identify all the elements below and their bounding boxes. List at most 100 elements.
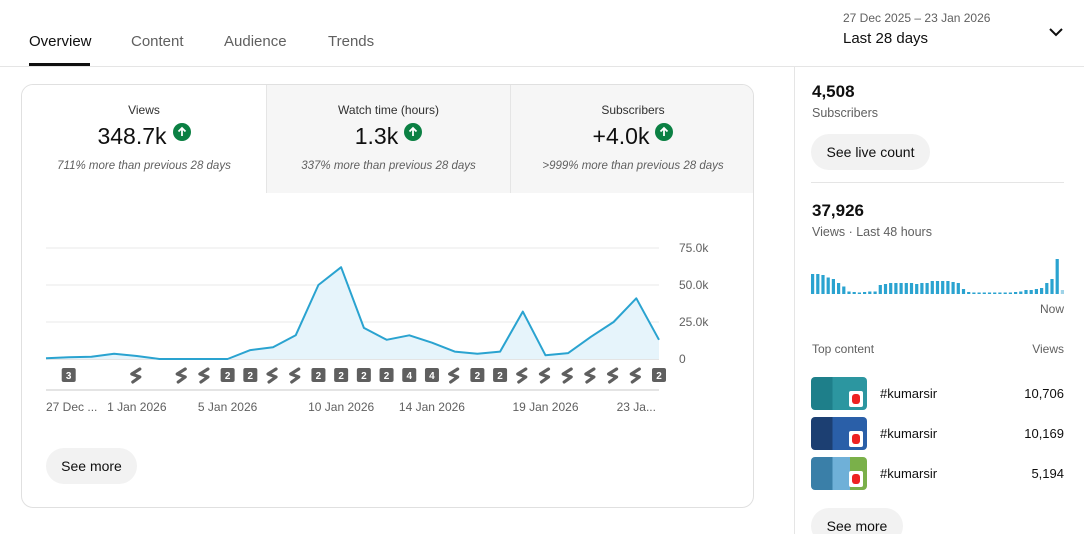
video-title[interactable]: #kumarsir bbox=[880, 466, 938, 481]
tab-trends[interactable]: Trends bbox=[328, 33, 375, 50]
y-tick-label: 50.0k bbox=[679, 278, 709, 292]
tab-content[interactable]: Content bbox=[131, 33, 184, 50]
hourly-bar bbox=[909, 283, 914, 294]
tab-overview[interactable]: Overview bbox=[29, 33, 92, 50]
hourly-bar bbox=[857, 292, 861, 294]
hourly-bar bbox=[863, 292, 867, 294]
upload-count-badge bbox=[470, 368, 485, 382]
hourly-bar bbox=[987, 292, 992, 294]
y-tick-label: 0 bbox=[679, 352, 686, 366]
upload-count-label: 2 bbox=[475, 371, 481, 382]
hourly-bar bbox=[930, 281, 934, 294]
hourly-bar bbox=[904, 283, 908, 294]
hourly-bar bbox=[811, 274, 815, 294]
upload-count-label: 2 bbox=[497, 371, 503, 382]
hourly-bar bbox=[837, 283, 841, 294]
upload-count-badge bbox=[356, 368, 371, 382]
chevron-down-icon[interactable] bbox=[1046, 22, 1066, 42]
metric-label: Watch time (hours) bbox=[338, 103, 439, 117]
top-content-heading: Top content bbox=[812, 342, 875, 356]
hourly-bar bbox=[894, 283, 898, 294]
shorts-icon bbox=[584, 367, 596, 384]
video-title[interactable]: #kumarsir bbox=[880, 426, 938, 441]
video-thumbnail[interactable] bbox=[811, 457, 867, 490]
shorts-icon bbox=[198, 367, 210, 384]
shorts-icon bbox=[448, 367, 460, 384]
metric-value: 348.7k bbox=[22, 123, 266, 150]
x-tick-label: 19 Jan 2026 bbox=[512, 400, 578, 414]
video-thumbnail[interactable] bbox=[811, 417, 867, 450]
hourly-bar bbox=[915, 284, 919, 294]
hourly-bar bbox=[878, 285, 882, 294]
x-tick-label: 23 Ja... bbox=[617, 400, 656, 414]
upload-count-label: 2 bbox=[338, 371, 344, 382]
hourly-bar bbox=[873, 291, 877, 294]
hourly-bar bbox=[883, 284, 888, 294]
metric-value-text: +4.0k bbox=[592, 123, 650, 149]
arrow-up-icon bbox=[404, 123, 423, 141]
metric-subscribers[interactable]: Subscribers +4.0k >999% more than previo… bbox=[510, 85, 753, 193]
hourly-bar bbox=[1055, 259, 1059, 294]
hourly-bar bbox=[1003, 292, 1007, 294]
arrow-up-icon bbox=[172, 123, 191, 141]
metric-label: Subscribers bbox=[601, 103, 665, 117]
series-line bbox=[45, 266, 660, 360]
top-content-item[interactable]: #kumarsir 5,194 bbox=[811, 457, 1064, 491]
metric-watch-time[interactable]: Watch time (hours) 1.3k 337% more than p… bbox=[266, 85, 510, 193]
see-more-top-content-button[interactable]: See more bbox=[811, 508, 903, 534]
hourly-bar bbox=[1008, 292, 1012, 294]
hourly-views-chart[interactable] bbox=[811, 244, 1071, 294]
shorts-icon bbox=[266, 367, 278, 384]
views-chart[interactable]: 75.0k 50.0k 25.0k 0 3 2 2 2 2 2 2 4 4 2 2 2 27 Dec ... 1 … bbox=[22, 85, 754, 425]
metric-label: Views bbox=[128, 103, 160, 117]
shorts-icon bbox=[606, 367, 619, 384]
realtime-panel: 4,508 Subscribers See live count 37,926 … bbox=[794, 67, 1084, 534]
upload-count-label: 2 bbox=[316, 371, 322, 382]
date-range-text[interactable]: 27 Dec 2025 – 23 Jan 2026 bbox=[843, 11, 991, 25]
metric-value: +4.0k bbox=[511, 123, 753, 150]
views-48h-label: Views · Last 48 hours bbox=[812, 225, 932, 239]
top-content-item[interactable]: #kumarsir 10,169 bbox=[811, 417, 1064, 451]
metric-value: 1.3k bbox=[267, 123, 510, 150]
upload-count-label: 2 bbox=[384, 371, 390, 382]
video-title[interactable]: #kumarsir bbox=[880, 386, 938, 401]
hourly-bar bbox=[1045, 283, 1049, 294]
upload-count-label: 2 bbox=[656, 371, 662, 382]
see-more-button[interactable]: See more bbox=[46, 448, 137, 484]
upload-count-label: 2 bbox=[248, 371, 254, 382]
upload-count-badge bbox=[311, 368, 326, 382]
area-fill bbox=[46, 267, 659, 359]
hourly-bar bbox=[847, 291, 851, 294]
date-range-label[interactable]: Last 28 days bbox=[843, 30, 929, 47]
tab-audience[interactable]: Audience bbox=[224, 33, 287, 50]
x-tick-label: 10 Jan 2026 bbox=[308, 400, 374, 414]
shorts-icon bbox=[130, 367, 142, 384]
metric-views[interactable]: Views 348.7k 711% more than previous 28 … bbox=[22, 85, 266, 193]
video-views: 5,194 bbox=[1031, 466, 1064, 481]
hourly-bar bbox=[961, 289, 966, 294]
active-tab-indicator bbox=[29, 63, 90, 66]
upload-count-badge bbox=[424, 368, 439, 382]
hourly-bar bbox=[946, 281, 950, 294]
video-views: 10,169 bbox=[1024, 426, 1064, 441]
top-content-item[interactable]: #kumarsir 10,706 bbox=[811, 377, 1064, 411]
shorts-icon bbox=[538, 367, 551, 384]
metric-value-text: 1.3k bbox=[354, 123, 399, 149]
hourly-bar bbox=[951, 282, 955, 294]
see-live-count-button[interactable]: See live count bbox=[811, 134, 930, 170]
shorts-icon bbox=[849, 391, 863, 407]
hourly-bar bbox=[935, 281, 940, 294]
hourly-bar bbox=[956, 283, 960, 294]
metric-value-text: 348.7k bbox=[97, 123, 167, 149]
hourly-bar bbox=[868, 291, 872, 294]
x-tick-label: 14 Jan 2026 bbox=[399, 400, 465, 414]
video-views: 10,706 bbox=[1024, 386, 1064, 401]
shorts-icon bbox=[849, 431, 863, 447]
hourly-bar bbox=[852, 292, 856, 294]
y-tick-label: 25.0k bbox=[679, 315, 709, 329]
shorts-icon bbox=[289, 367, 301, 384]
hourly-bar bbox=[977, 292, 981, 294]
hourly-bar bbox=[1034, 289, 1038, 294]
views-48h-count: 37,926 bbox=[812, 201, 864, 220]
video-thumbnail[interactable] bbox=[811, 377, 867, 410]
